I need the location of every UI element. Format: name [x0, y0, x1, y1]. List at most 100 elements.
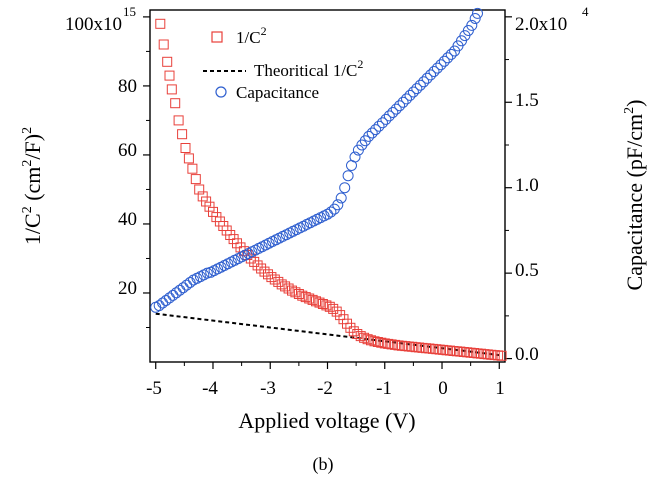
capacitance-point: [472, 7, 483, 19]
capacitance-point: [325, 206, 337, 218]
left-tick-label: 100x10: [65, 14, 122, 35]
left-tick-label: 60: [118, 140, 137, 161]
right-tick-label: 2.0x10: [515, 14, 567, 35]
inverse-c-squared-point: [352, 329, 363, 339]
inverse-c-squared-point: [372, 337, 383, 347]
inverse-c-squared-point: [190, 174, 201, 185]
capacitance-point: [177, 282, 189, 294]
right-axis-ticks: [505, 16, 512, 360]
inverse-c-squared-point: [158, 39, 169, 50]
x-axis-title: Applied voltage (V): [238, 408, 415, 433]
inverse-c-squared-point: [194, 184, 205, 195]
capacitance-point: [404, 89, 416, 101]
left-axis-title: 1/C2 (cm2/F)2: [20, 127, 45, 245]
x-tick-label: -5: [146, 378, 162, 399]
right-axis-title: Capacitance (pF/cm2): [622, 100, 647, 291]
inverse-c-squared-point: [173, 115, 184, 126]
capacitance-point: [370, 124, 382, 136]
right-multiplier-exponent: 4: [582, 4, 589, 19]
inverse-c-squared-point: [451, 346, 462, 357]
capacitance-point: [418, 76, 430, 88]
legend: 1/C2 Theoritical 1/C2 Capacitance: [203, 24, 363, 102]
inverse-c-squared-point: [293, 289, 304, 299]
legend-label-capacitance: Capacitance: [236, 83, 319, 102]
x-tick-label: -3: [260, 378, 276, 399]
x-axis-ticks: [155, 362, 500, 369]
inverse-c-squared-point: [317, 299, 328, 309]
legend-label-inverse-c-squared: 1/C2: [236, 24, 267, 47]
inverse-c-squared-point: [496, 350, 507, 361]
inverse-c-squared-point: [369, 336, 380, 347]
inverse-c-squared-point: [201, 196, 212, 207]
capacitance-point: [377, 117, 388, 129]
inverse-c-squared-point: [438, 344, 449, 355]
capacitance-point: [349, 151, 361, 163]
left-tick-label: 40: [118, 209, 137, 230]
capacitance-point: [466, 19, 478, 31]
inverse-c-squared-point: [263, 269, 273, 280]
capacitance-point: [394, 100, 406, 112]
capacitance-point: [164, 292, 175, 304]
capacitance-point: [335, 192, 347, 204]
inverse-c-squared-point: [465, 347, 476, 358]
inverse-c-squared-point: [328, 303, 339, 314]
x-tick-label: -1: [376, 378, 392, 399]
inverse-c-squared-point: [424, 343, 435, 354]
inverse-c-squared-point: [187, 163, 198, 174]
capacitance-point: [174, 284, 186, 296]
capacitance-point: [435, 59, 447, 71]
x-tick-labels: -5 -4 -3 -2 -1 0 1: [146, 378, 505, 399]
inverse-c-squared-point: [304, 293, 315, 304]
capacitance-point: [431, 62, 443, 74]
capacitance-point: [428, 66, 440, 77]
inverse-c-squared-point: [376, 337, 387, 348]
capacitance-point: [366, 127, 378, 139]
inverse-c-squared-point: [362, 334, 373, 345]
capacitance-point: [332, 199, 344, 211]
inverse-c-squared-point: [256, 263, 267, 274]
inverse-c-squared-point: [166, 84, 177, 95]
capacitance-point: [383, 110, 395, 122]
left-multiplier-exponent: 15: [123, 4, 136, 19]
inverse-c-squared-point: [311, 296, 321, 307]
capacitance-point: [339, 182, 351, 194]
inverse-c-squared-point: [355, 331, 366, 342]
capacitance-point: [425, 69, 437, 81]
left-tick-label: 20: [118, 278, 137, 299]
inverse-c-squared-point: [183, 153, 194, 164]
left-tick-label: 80: [118, 76, 137, 97]
x-tick-label: 0: [438, 378, 448, 399]
right-tick-labels: 0.0 0.5 1.0 1.5 2.0x10 4: [515, 4, 589, 365]
capacitance-series: [150, 7, 483, 313]
capacitance-point: [411, 83, 423, 95]
left-axis-ticks: [143, 16, 150, 328]
inverse-c-squared-point: [307, 294, 318, 305]
capacitance-point: [373, 120, 385, 132]
right-tick-label: 0.0: [515, 344, 539, 365]
inverse-c-squared-point: [290, 287, 301, 298]
capacitance-point: [181, 279, 193, 291]
inverse-c-squared-point: [458, 347, 469, 357]
capacitance-point: [160, 295, 172, 306]
inverse-c-squared-point: [204, 201, 215, 212]
x-tick-label: -4: [202, 378, 218, 399]
inverse-c-squared-point: [417, 342, 428, 353]
inverse-c-squared-point: [177, 129, 188, 140]
inverse-c-squared-point: [259, 266, 270, 277]
capacitance-point: [153, 300, 165, 312]
capacitance-point: [390, 103, 402, 115]
inverse-c-squared-point: [249, 256, 260, 267]
figure-caption: (b): [313, 454, 334, 475]
x-tick-label: 1: [495, 378, 505, 399]
inverse-c-squared-point: [314, 297, 325, 308]
capacitance-point: [469, 13, 481, 24]
x-tick-label: -2: [317, 378, 333, 399]
inverse-c-squared-point: [441, 345, 452, 356]
inverse-c-squared-series: [155, 18, 507, 361]
inverse-c-squared-point: [359, 332, 370, 343]
inverse-c-squared-point: [445, 345, 455, 356]
capacitance-point: [407, 86, 419, 98]
inverse-c-squared-point: [345, 322, 356, 333]
capacitance-point: [387, 107, 399, 118]
right-tick-label: 0.5: [515, 260, 539, 281]
